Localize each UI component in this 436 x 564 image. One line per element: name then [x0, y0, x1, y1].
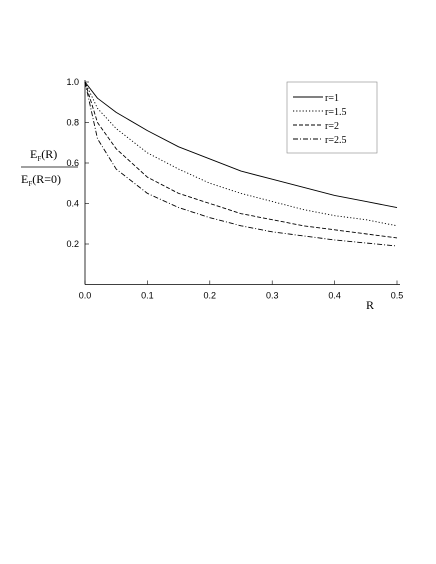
series-line — [84, 81, 398, 208]
y-label-part: E — [30, 147, 37, 161]
legend-box — [286, 81, 378, 154]
y-tick-label: 0.6 — [66, 158, 79, 168]
y-label-numerator: EF(R) — [30, 147, 57, 163]
x-tick-label: 0.1 — [141, 291, 154, 301]
series-line — [84, 81, 398, 247]
y-label-part: E — [21, 172, 28, 186]
x-tick-label: 0.0 — [79, 291, 92, 301]
legend-label: r=1 — [325, 93, 339, 104]
series-line — [84, 81, 398, 227]
x-tick-label: 0.4 — [328, 291, 341, 301]
x-tick-label: 0.2 — [204, 291, 217, 301]
series-line — [84, 81, 398, 239]
legend-label: r=1.5 — [325, 107, 346, 118]
x-label: R — [366, 298, 374, 312]
legend-label: r=2.5 — [325, 135, 346, 146]
x-tick-label: 0.3 — [266, 291, 279, 301]
y-tick-label: 0.4 — [66, 199, 79, 209]
y-tick-label: 0.2 — [66, 239, 79, 249]
y-label-part: (R) — [41, 147, 57, 161]
legend-label: r=2 — [325, 121, 339, 132]
x-tick-label: 0.5 — [391, 291, 404, 301]
y-tick-label: 1.0 — [66, 77, 79, 87]
y-tick-label: 0.8 — [66, 118, 79, 128]
y-label-part: F — [28, 180, 32, 188]
y-label-part: (R=0) — [32, 172, 61, 186]
y-label-denominator: EF(R=0) — [21, 172, 61, 188]
y-label-part: F — [37, 155, 41, 163]
